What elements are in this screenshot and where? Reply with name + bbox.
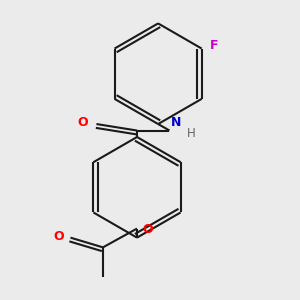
Text: N: N	[171, 116, 181, 129]
Text: O: O	[53, 230, 64, 242]
Text: H: H	[187, 127, 196, 140]
Text: F: F	[210, 39, 218, 52]
Text: O: O	[143, 223, 154, 236]
Text: O: O	[78, 116, 88, 129]
